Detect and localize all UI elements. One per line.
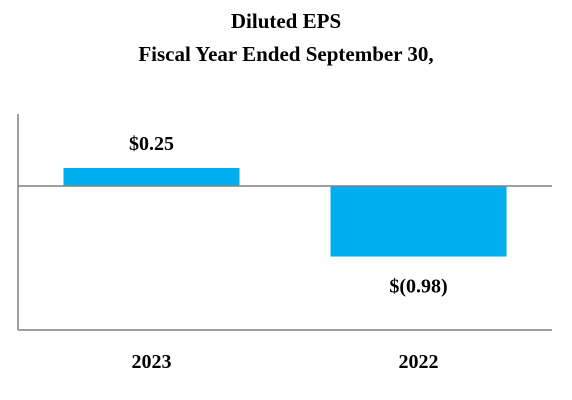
chart-title: Diluted EPS	[231, 9, 341, 33]
data-label-2023: $0.25	[129, 133, 174, 155]
chart-subtitle: Fiscal Year Ended September 30,	[138, 42, 433, 66]
data-label-2022: $(0.98)	[389, 276, 447, 298]
plot-area: $0.25 2023 $(0.98) 2022	[17, 114, 552, 373]
x-tick-label-2023: 2023	[132, 351, 172, 373]
bar-2022	[330, 186, 507, 257]
bar-2023	[63, 168, 240, 186]
x-tick-label-2022: 2022	[399, 351, 439, 373]
